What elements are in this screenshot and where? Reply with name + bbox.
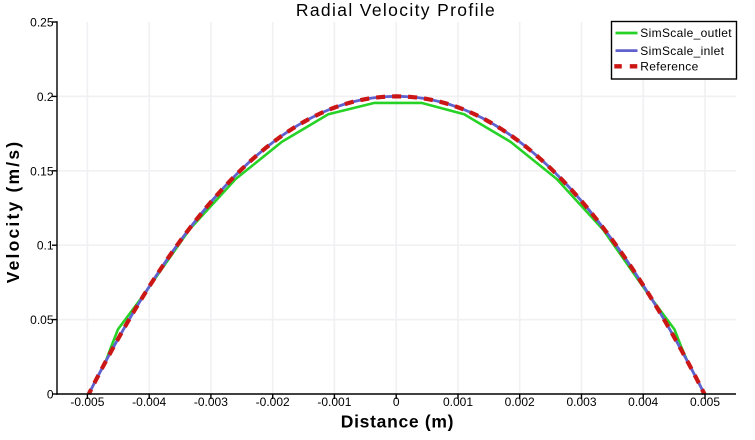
svg-text:0.1: 0.1 [37, 239, 54, 253]
svg-text:0.002: 0.002 [505, 395, 535, 409]
svg-text:SimScale_inlet: SimScale_inlet [640, 44, 724, 58]
svg-text:-0.001: -0.001 [317, 395, 351, 409]
svg-text:0.25: 0.25 [30, 16, 54, 30]
svg-text:Radial Velocity Profile: Radial Velocity Profile [296, 0, 496, 20]
svg-text:-0.004: -0.004 [132, 395, 166, 409]
svg-text:0.004: 0.004 [628, 395, 658, 409]
svg-text:-0.005: -0.005 [70, 395, 104, 409]
svg-text:0.2: 0.2 [37, 90, 54, 104]
svg-text:-0.002: -0.002 [256, 395, 290, 409]
svg-text:-0.003: -0.003 [194, 395, 228, 409]
svg-text:Distance (m): Distance (m) [341, 412, 454, 432]
svg-text:0: 0 [47, 388, 54, 402]
svg-text:Reference: Reference [640, 60, 698, 74]
svg-text:0.001: 0.001 [443, 395, 473, 409]
svg-text:0: 0 [393, 395, 400, 409]
svg-text:0.15: 0.15 [30, 164, 54, 178]
svg-text:0.05: 0.05 [30, 313, 54, 327]
svg-text:0.005: 0.005 [690, 395, 720, 409]
svg-text:SimScale_outlet: SimScale_outlet [640, 26, 732, 40]
svg-text:Velocity (m/s): Velocity (m/s) [3, 140, 23, 284]
svg-text:0.003: 0.003 [566, 395, 596, 409]
